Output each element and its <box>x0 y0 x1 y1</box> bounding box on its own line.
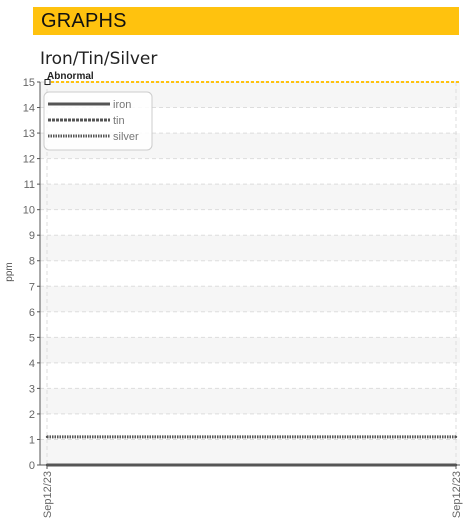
y-tick-label: 4 <box>29 358 35 370</box>
legend: iron tin silver <box>43 91 153 151</box>
y-tick-label: 12 <box>23 154 35 166</box>
y-tick-label: 10 <box>23 205 35 217</box>
graphs-header-title: GRAPHS <box>41 10 127 32</box>
y-tick-label: 8 <box>29 256 35 268</box>
x-tick-label: Sep12/23 <box>42 471 54 518</box>
graphs-header: GRAPHS <box>33 7 459 35</box>
legend-label-iron: iron <box>113 99 131 111</box>
threshold-line: Abnormal <box>44 71 460 85</box>
y-tick-label: 7 <box>29 281 35 293</box>
y-tick-label: 15 <box>23 77 35 89</box>
legend-label-silver: silver <box>113 131 139 143</box>
y-tick-label: 3 <box>29 383 35 395</box>
y-tick-label: 13 <box>23 128 35 140</box>
plot-band <box>40 286 460 312</box>
plot-band <box>40 337 460 363</box>
plot-band <box>40 439 460 465</box>
threshold-marker <box>44 79 51 85</box>
x-tick-label: Sep12/23 <box>451 471 463 518</box>
y-tick-label: 11 <box>24 179 35 191</box>
y-tick-label: 9 <box>29 230 35 242</box>
series-point-tin <box>454 463 458 467</box>
chart-title: Iron/Tin/Silver <box>40 49 158 69</box>
series-point-silver <box>454 435 458 439</box>
plot-band <box>40 184 460 210</box>
y-tick-label: 5 <box>29 332 35 344</box>
legend-label-tin: tin <box>113 115 125 127</box>
y-axis-label: ppm <box>4 262 15 281</box>
y-tick-label: 0 <box>29 460 35 472</box>
plot-band <box>40 388 460 414</box>
plot-band <box>40 235 460 261</box>
y-tick-label: 1 <box>29 434 35 446</box>
series-point-tin <box>45 463 49 467</box>
y-tick-label: 14 <box>23 103 35 115</box>
threshold-label: Abnormal <box>47 71 94 82</box>
series-lines <box>45 435 458 467</box>
y-tick-label: 2 <box>29 409 35 421</box>
series-point-silver <box>45 435 49 439</box>
y-tick-label: 6 <box>29 307 35 319</box>
x-axis-ticks: Sep12/23 Sep12/23 <box>42 465 463 518</box>
